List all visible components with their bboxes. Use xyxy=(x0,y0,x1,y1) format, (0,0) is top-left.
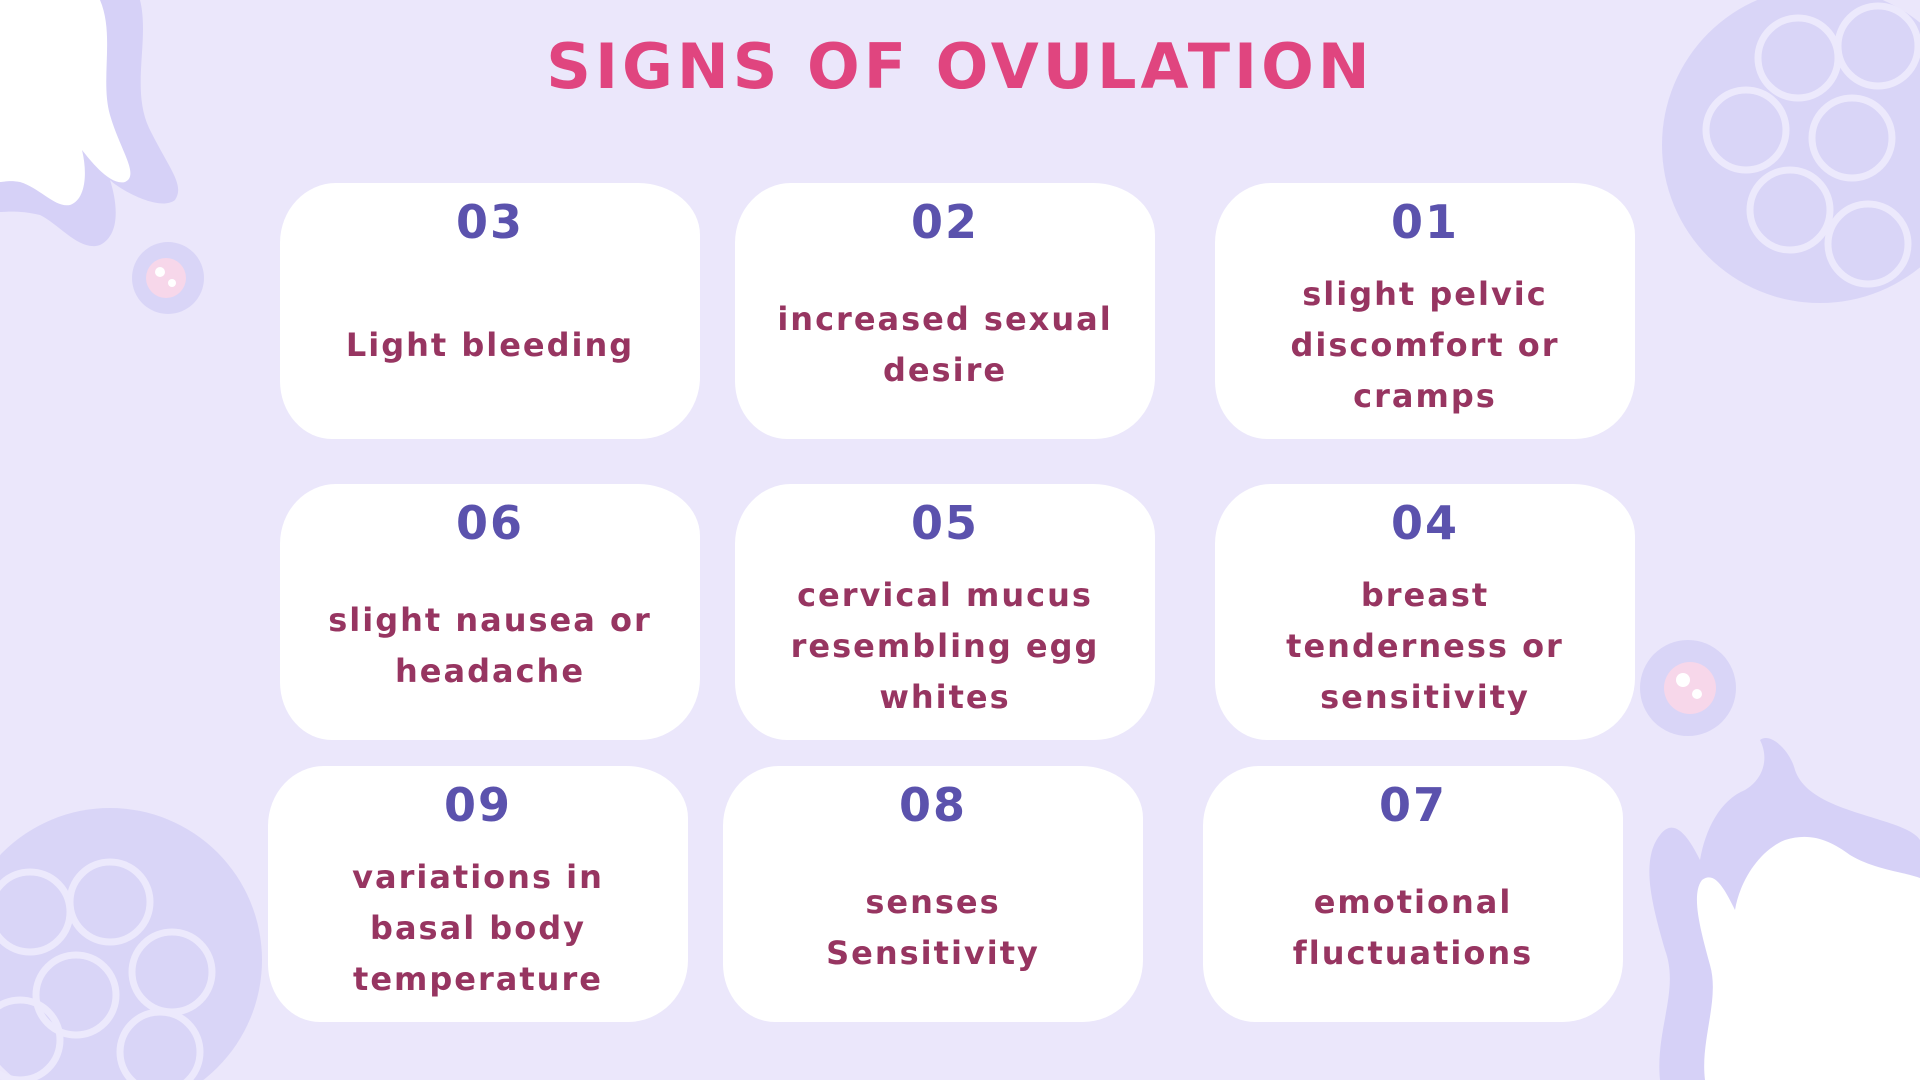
card-number: 09 xyxy=(443,778,512,832)
card-number: 04 xyxy=(1390,496,1459,550)
sign-card: 06 slight nausea or headache xyxy=(280,484,700,740)
sign-card: 03 Light bleeding xyxy=(280,183,700,439)
sign-card: 02 increased sexual desire xyxy=(735,183,1155,439)
card-text: variations in basal body temperature xyxy=(352,857,604,998)
card-text: slight pelvic discomfort or cramps xyxy=(1290,274,1560,415)
card-text: emotional fluctuations xyxy=(1292,883,1534,972)
sign-card: 04 breast tenderness or sensitivity xyxy=(1215,484,1635,740)
bubble-left xyxy=(132,242,204,314)
card-number: 03 xyxy=(455,195,524,249)
card-number: 05 xyxy=(910,496,979,550)
card-number: 06 xyxy=(455,496,524,550)
card-number: 01 xyxy=(1390,195,1459,249)
card-number: 08 xyxy=(898,778,967,832)
sign-card: 08 senses Sensitivity xyxy=(723,766,1143,1022)
splash-bottom-right xyxy=(1649,738,1920,1080)
card-text: senses Sensitivity xyxy=(826,883,1040,972)
card-number: 07 xyxy=(1378,778,1447,832)
sign-card: 01 slight pelvic discomfort or cramps xyxy=(1215,183,1635,439)
card-text: slight nausea or headache xyxy=(328,601,652,690)
cell-cluster-bottom-left xyxy=(0,808,262,1080)
card-text: Light bleeding xyxy=(345,325,635,364)
sign-card: 05 cervical mucus resembling egg whites xyxy=(735,484,1155,740)
splash-top-left xyxy=(0,0,179,247)
card-text: breast tenderness or sensitivity xyxy=(1286,575,1564,716)
card-text: increased sexual desire xyxy=(777,300,1113,389)
card-number: 02 xyxy=(910,195,979,249)
sign-card: 09 variations in basal body temperature xyxy=(268,766,688,1022)
sign-card: 07 emotional fluctuations xyxy=(1203,766,1623,1022)
card-text: cervical mucus resembling egg whites xyxy=(790,575,1100,716)
cell-cluster-top-right xyxy=(1662,0,1920,303)
bubble-right xyxy=(1640,640,1736,736)
page-title: SIGNS OF OVULATION xyxy=(546,30,1374,103)
